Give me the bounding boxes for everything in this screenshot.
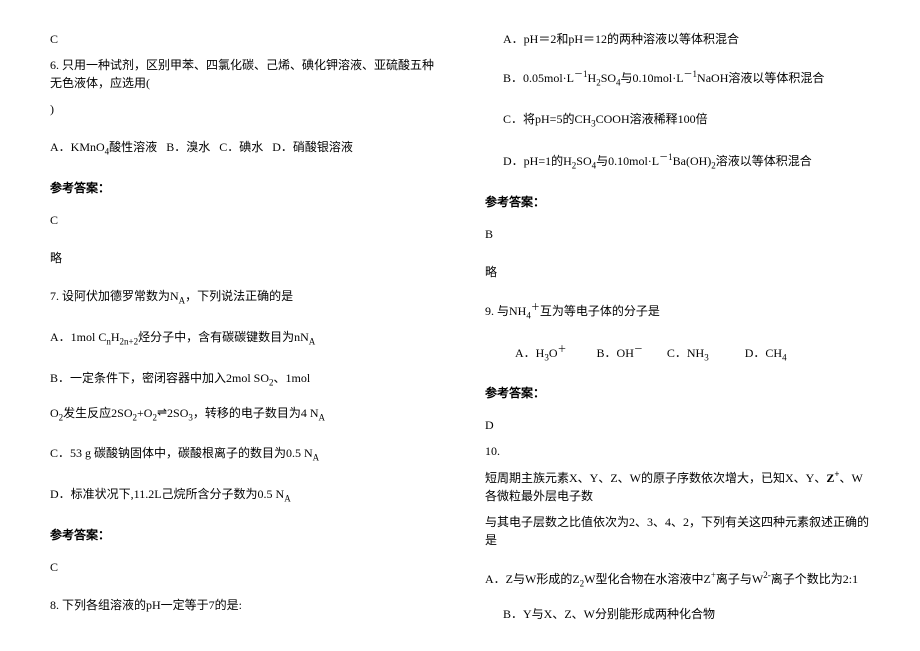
q6-opt-c: C．碘水 <box>219 140 263 154</box>
q6-options: A．KMnO4酸性溶液 B．溴水 C．碘水 D．硝酸银溶液 <box>50 138 435 159</box>
prev-answer: C <box>50 30 435 48</box>
q7-stem: 7. 设阿伏加德罗常数为NA，下列说法正确的是 <box>50 287 435 308</box>
q8-opt-c: C．将pH=5的CH3COOH溶液稀释100倍 <box>485 110 870 131</box>
q6-answer: C <box>50 211 435 229</box>
q8-answer-label: 参考答案： <box>485 193 870 211</box>
q9-opt-c: C．NH3 <box>667 346 709 360</box>
q10-stem2: 与其电子层数之比值依次为2、3、4、2，下列有关这四种元素叙述正确的是 <box>485 513 870 549</box>
q6-opt-d: D．硝酸银溶液 <box>272 140 353 154</box>
q7-opt-b-line1: B．一定条件下，密闭容器中加入2mol SO2、1mol <box>50 369 435 390</box>
q6-opt-a: A．KMnO4酸性溶液 <box>50 140 157 154</box>
q9-opt-d: D．CH4 <box>745 346 787 360</box>
q9-opt-b: B．OH－ <box>597 346 643 360</box>
q10-num: 10. <box>485 442 870 460</box>
q8-opt-b: B．0.05mol·L－1H2SO4与0.10mol·L－1NaOH溶液以等体积… <box>485 68 870 90</box>
q7-opt-d: D．标准状况下,11.2L己烷所含分子数为0.5 NA <box>50 485 435 506</box>
q8-note: 略 <box>485 263 870 281</box>
q10-stem1: 短周期主族元素X、Y、Z、W的原子序数依次增大，已知X、Y、Z+、W各微粒最外层… <box>485 468 870 505</box>
q6-answer-label: 参考答案： <box>50 179 435 197</box>
q8-stem: 8. 下列各组溶液的pH一定等于7的是: <box>50 596 435 614</box>
q7-answer-label: 参考答案： <box>50 526 435 544</box>
q9-answer: D <box>485 416 870 434</box>
q6-stem-2: ) <box>50 100 435 118</box>
q7-opt-b-line2: O2发生反应2SO2+O2⇌2SO3，转移的电子数目为4 NA <box>50 404 435 425</box>
q7-opt-a: A．1mol CnH2n+2烃分子中，含有碳碳键数目为nNA <box>50 328 435 349</box>
q8-opt-a: A．pH＝2和pH＝12的两种溶液以等体积混合 <box>485 30 870 48</box>
q9-stem: 9. 与NH4＋互为等电子体的分子是 <box>485 301 870 323</box>
q6-stem-1: 6. 只用一种试剂，区别甲苯、四氯化碳、己烯、碘化钾溶液、亚硫酸五种无色液体，应… <box>50 56 435 92</box>
q6-opt-b: B．溴水 <box>166 140 210 154</box>
q7-answer: C <box>50 558 435 576</box>
q9-answer-label: 参考答案： <box>485 384 870 402</box>
q9-options: A．H3O＋ B．OH－ C．NH3 D．CH4 <box>485 343 870 365</box>
q8-answer: B <box>485 225 870 243</box>
q10-opt-a: A．Z与W形成的Z2W型化合物在水溶液中Z+离子与W2-离子个数比为2:1 <box>485 569 870 591</box>
q10-opt-b: B．Y与X、Z、W分别能形成两种化合物 <box>485 605 870 623</box>
exam-page: C 6. 只用一种试剂，区别甲苯、四氯化碳、己烯、碘化钾溶液、亚硫酸五种无色液体… <box>0 0 920 651</box>
q7-opt-c: C．53 g 碳酸钠固体中，碳酸根离子的数目为0.5 NA <box>50 444 435 465</box>
q8-opt-d: D．pH=1的H2SO4与0.10mol·L－1Ba(OH)2溶液以等体积混合 <box>485 151 870 173</box>
q6-note: 略 <box>50 249 435 267</box>
q9-opt-a: A．H3O＋ <box>515 346 567 360</box>
